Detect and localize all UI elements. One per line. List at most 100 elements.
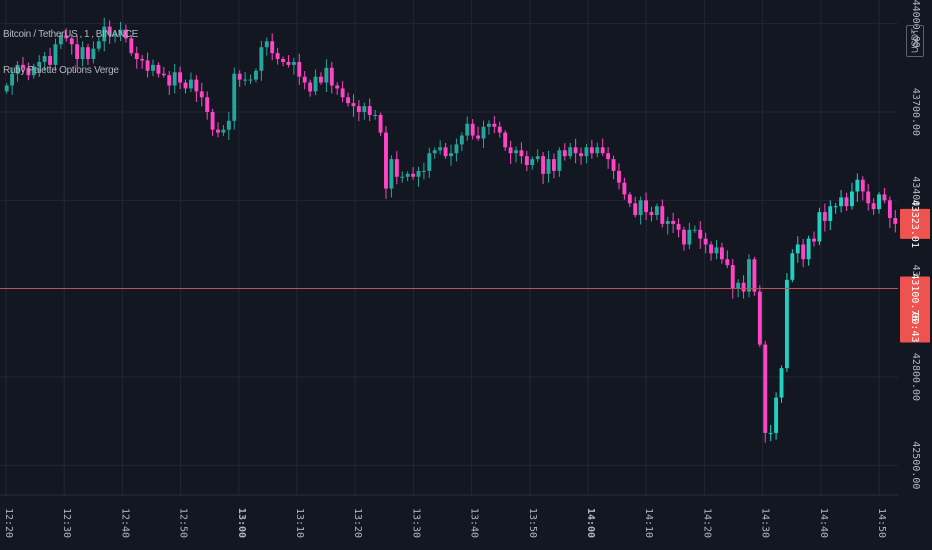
candle-body bbox=[351, 103, 356, 107]
candle-body bbox=[232, 73, 237, 121]
legend-symbol: Bitcoin / TetherUS bbox=[3, 29, 78, 40]
symbol-legend[interactable]: Bitcoin / TetherUS, 1, BINANCE bbox=[3, 29, 139, 40]
candle-body bbox=[80, 47, 85, 59]
last-price-tag bbox=[900, 208, 930, 239]
line-price-label: 43100.76 bbox=[909, 273, 920, 321]
candle-body bbox=[259, 47, 264, 71]
candle-body bbox=[844, 197, 849, 207]
candle-body bbox=[140, 59, 145, 61]
candle-body bbox=[459, 135, 464, 145]
chart-grid bbox=[0, 0, 898, 495]
candle-body bbox=[134, 53, 139, 59]
candle-body bbox=[828, 206, 833, 221]
candle-body bbox=[887, 200, 892, 218]
candle-body bbox=[524, 156, 529, 165]
time-tick-label: 14:50 bbox=[876, 508, 887, 538]
candle-body bbox=[421, 170, 426, 172]
time-tick-label: 12:30 bbox=[61, 508, 72, 538]
candle-body bbox=[703, 238, 708, 245]
candle-body bbox=[210, 112, 215, 130]
time-axis[interactable]: 12:20 12:30 12:40 12:50 13:00 13:10 13:20 13:30… bbox=[0, 494, 898, 538]
indicator-legend[interactable]: Ruby Palette Options Verge bbox=[3, 65, 119, 76]
candle-body bbox=[48, 56, 53, 65]
candle-body bbox=[611, 159, 616, 171]
candle-body bbox=[795, 244, 800, 254]
candle-body bbox=[37, 61, 42, 67]
candle-body bbox=[389, 159, 394, 189]
candle-body bbox=[774, 397, 779, 433]
candle-body bbox=[118, 29, 123, 36]
candle-body bbox=[107, 26, 112, 36]
candle-body bbox=[893, 218, 898, 224]
candle-body bbox=[627, 194, 632, 204]
candle-body bbox=[297, 61, 302, 77]
candle-body bbox=[470, 123, 475, 136]
candle-body bbox=[725, 259, 730, 266]
candle-body bbox=[714, 247, 719, 254]
candle-body bbox=[622, 182, 627, 195]
time-tick-label: 13:40 bbox=[469, 508, 480, 538]
candle-body bbox=[26, 67, 31, 76]
time-tick-label: 13:20 bbox=[352, 508, 363, 538]
candle-body bbox=[665, 220, 670, 224]
candle-body bbox=[449, 153, 453, 157]
candle-body bbox=[589, 147, 594, 154]
candle-body bbox=[275, 53, 280, 59]
candle-body bbox=[156, 64, 161, 74]
candle-body bbox=[286, 61, 291, 65]
candles-layer bbox=[4, 17, 898, 443]
time-tick-label: 14:20 bbox=[701, 508, 712, 538]
candle-body bbox=[161, 73, 166, 76]
candle-body bbox=[682, 229, 686, 245]
candle-body bbox=[384, 132, 388, 189]
candle-body bbox=[633, 203, 638, 216]
candle-body bbox=[151, 64, 155, 71]
candle-body bbox=[654, 206, 659, 216]
candle-body bbox=[308, 82, 313, 92]
currency-button[interactable]: USDT bbox=[906, 25, 924, 57]
candle-body bbox=[519, 150, 524, 157]
candle-body bbox=[4, 85, 9, 92]
candle-body bbox=[264, 41, 269, 48]
candle-body bbox=[405, 173, 410, 177]
candle-body bbox=[42, 56, 47, 62]
candle-body bbox=[866, 191, 871, 204]
candle-body bbox=[606, 153, 611, 160]
candle-body bbox=[226, 120, 231, 130]
candle-body bbox=[790, 253, 795, 280]
candle-body bbox=[492, 123, 497, 127]
candle-body bbox=[709, 244, 714, 254]
candle-body bbox=[546, 159, 551, 174]
candle-body bbox=[692, 229, 697, 231]
candle-body bbox=[860, 179, 865, 192]
candle-body bbox=[335, 85, 340, 89]
time-tick-label: 14:10 bbox=[643, 508, 654, 538]
candle-body bbox=[58, 35, 63, 45]
last-price-label: 43323.01 bbox=[909, 200, 920, 248]
candle-body bbox=[199, 91, 204, 98]
candle-body bbox=[64, 35, 69, 39]
candle-body bbox=[253, 70, 258, 80]
time-tick-label: 14:00 bbox=[585, 508, 596, 538]
candle-body bbox=[172, 72, 177, 86]
candle-body bbox=[194, 79, 199, 92]
candle-body bbox=[427, 153, 432, 171]
candle-body bbox=[216, 129, 220, 133]
price-axis[interactable]: 42500.0042800.0043100.0043400.0043700.00… bbox=[898, 0, 932, 550]
candle-body bbox=[167, 75, 172, 86]
candle-body bbox=[270, 41, 275, 54]
time-tick-label: 14:40 bbox=[818, 508, 829, 538]
candle-body bbox=[557, 150, 562, 171]
candle-body bbox=[205, 97, 210, 112]
candle-body bbox=[757, 291, 762, 345]
candle-body bbox=[535, 156, 540, 160]
candle-body bbox=[687, 229, 692, 245]
candle-body bbox=[319, 76, 323, 83]
candle-body bbox=[741, 282, 746, 292]
candle-body bbox=[86, 47, 90, 59]
candle-body bbox=[514, 150, 518, 154]
candle-body bbox=[497, 126, 502, 133]
candle-body bbox=[779, 368, 784, 398]
